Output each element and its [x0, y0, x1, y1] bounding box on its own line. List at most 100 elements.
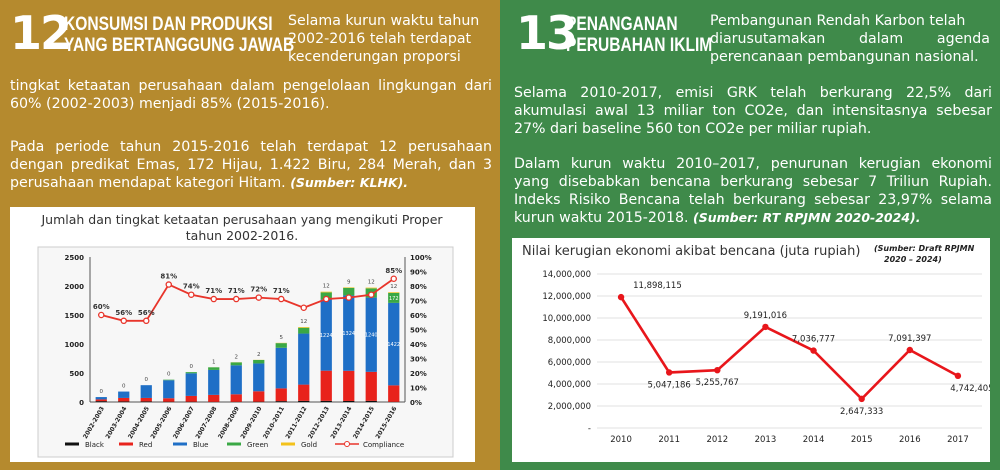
legend-swatch-black [65, 442, 79, 446]
legend-label: Compliance [363, 441, 404, 449]
compliance-point [210, 295, 217, 303]
loss-point [954, 372, 962, 380]
proper-chart-card: Jumlah dan tingkat ketaatan perusahaan y… [10, 207, 475, 462]
intro-line: Pembangunan Rendah Karbon telah [710, 13, 966, 29]
bar-top-label: 9 [347, 279, 351, 285]
bar-segment-blue [365, 297, 377, 372]
bar-segment-green [163, 379, 175, 381]
bar-top-label: 12 [323, 284, 330, 290]
goal-paragraph-1: tingkat ketaatan perusahaan dalam pengel… [10, 78, 492, 112]
x-tick-label: 2015 [851, 435, 873, 445]
sdg12-panel: 12 KONSUMSI DAN PRODUKSI YANG BERTANGGUN… [0, 0, 500, 470]
bar-segment-green [388, 292, 400, 303]
bar-segment-black [365, 400, 377, 402]
loss-value-label: 7,091,397 [888, 334, 931, 344]
compliance-label: 71% [205, 287, 222, 295]
bar-segment-red [118, 397, 130, 402]
bar-segment-blue [320, 299, 332, 371]
intro-line: kecenderungan proporsi [288, 49, 461, 65]
bar-top-label: 0 [167, 372, 171, 378]
compliance-point [165, 281, 172, 288]
legend-label: Gold [301, 441, 317, 449]
goal-heading-line1: PENANGANAN [566, 14, 678, 35]
bar-top-label: 12 [300, 319, 307, 325]
loss-value-label: 11,898,115 [633, 281, 682, 291]
legend-swatch-compliance-point [344, 441, 350, 447]
loss-point [665, 369, 673, 376]
compliance-point [255, 294, 262, 301]
loss-value-label: 2,647,333 [840, 407, 883, 417]
y-tick-label: 8,000,000 [548, 336, 591, 346]
bar-top-label: 5 [280, 335, 284, 341]
bar-segment-black [320, 400, 332, 402]
chart-source-line1: (Sumber: Draft RPJMN [874, 244, 975, 253]
bar-value-label: 1422 [387, 342, 400, 348]
bar-segment-gold [343, 287, 355, 288]
compliance-label: 85% [385, 267, 402, 275]
compliance-label: 56% [138, 309, 155, 317]
bar-segment-blue [118, 391, 130, 398]
bar-segment-red [185, 395, 197, 402]
loss-value-label: 5,047,186 [648, 380, 691, 390]
x-tick-label: 2013 [755, 435, 777, 445]
y-tick-label: 2,000,000 [548, 402, 591, 412]
loss-point [906, 346, 914, 354]
goal-paragraph-2: Pada periode tahun 2015-2016 telah terda… [10, 138, 492, 192]
loss-value-label: 9,191,016 [744, 311, 787, 321]
x-tick-label: 2012 [706, 435, 728, 445]
compliance-point [277, 295, 285, 303]
x-tick-label: 2017 [947, 435, 969, 445]
bar-segment-gold [320, 291, 332, 293]
y2-tick-label: 90% [410, 269, 427, 277]
x-tick-label: 2014 [803, 435, 825, 445]
y-tick-label: 2000 [65, 283, 85, 291]
goal-paragraph-1: Selama 2010-2017, emisi GRK telah berkur… [514, 85, 992, 137]
bar-segment-red [388, 385, 400, 402]
loss-point [762, 323, 769, 331]
y2-tick-label: 20% [410, 370, 427, 378]
compliance-point [322, 295, 330, 303]
goal-heading: KONSUMSI DAN PRODUKSI YANG BERTANGGUNG J… [64, 14, 294, 56]
y-tick-label: 500 [69, 370, 84, 378]
goal-paragraph-2: Dalam kurun waktu 2010–2017, penurunan k… [514, 155, 992, 227]
bar-value-label: 1324 [342, 331, 355, 337]
bar-segment-red [95, 399, 107, 402]
bar-segment-red [343, 370, 355, 401]
bar-segment-red [320, 370, 332, 401]
bar-top-label: 1 [212, 359, 216, 365]
legend-label: Blue [193, 441, 209, 449]
compliance-point [120, 317, 128, 325]
bar-segment-blue [343, 295, 355, 371]
bar-segment-black [95, 401, 107, 402]
y-tick-label: 4,000,000 [548, 380, 591, 390]
legend-label: Green [247, 441, 268, 449]
bar-segment-black [343, 400, 355, 402]
loss-point [858, 395, 865, 403]
loss-value-label: 7,036,777 [792, 335, 835, 345]
loss-point [617, 293, 625, 301]
bar-top-label: 12 [368, 280, 375, 286]
compliance-line [101, 278, 395, 322]
x-tick-label: 2010 [610, 435, 632, 445]
y-tick-label: 1000 [65, 341, 85, 349]
bar-segment-blue [163, 380, 175, 399]
goal-heading-line2: YANG BERTANGGUNG JAWAB [64, 35, 295, 56]
goal-intro: Pembangunan Rendah Karbon telah diarusut… [710, 12, 990, 66]
paragraph-text: Dalam kurun waktu 2010–2017, penurunan k… [514, 156, 992, 226]
legend-swatch-gold [281, 442, 295, 446]
y-tick-label: - [588, 424, 591, 434]
compliance-label: 81% [160, 273, 177, 281]
bar-segment-green [298, 327, 310, 334]
bar-segment-blue [298, 333, 310, 385]
chart-title: Nilai kerugian ekonomi akibat bencana (j… [522, 244, 860, 259]
y2-tick-label: 60% [410, 312, 427, 320]
bar-segment-green [208, 367, 220, 370]
intro-line: perencanaan pembangunan nasional. [710, 49, 979, 65]
chart-source-line2: 2020 – 2024) [884, 255, 942, 264]
bar-segment-green [275, 343, 287, 348]
bar-value-label: 1240 [365, 333, 378, 339]
compliance-point [232, 295, 240, 303]
bar-segment-blue [140, 385, 152, 398]
bar-top-label: 0 [122, 384, 126, 390]
compliance-label: 71% [228, 287, 245, 295]
